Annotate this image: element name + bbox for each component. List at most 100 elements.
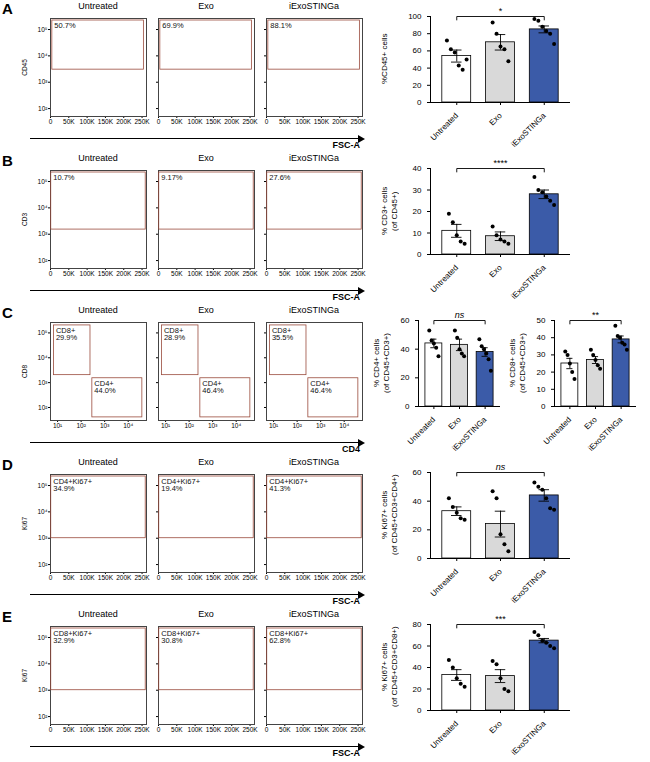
svg-text:150K: 150K <box>314 270 330 277</box>
svg-text:ns: ns <box>496 462 506 472</box>
svg-text:***: *** <box>495 614 506 624</box>
svg-text:0: 0 <box>265 726 269 733</box>
svg-text:100K: 100K <box>296 118 312 125</box>
svg-text:Untreated: Untreated <box>429 263 460 294</box>
svg-text:150K: 150K <box>206 574 222 581</box>
svg-text:CD8: CD8 <box>21 365 28 378</box>
svg-text:100K: 100K <box>188 726 204 733</box>
svg-text:10²: 10² <box>292 422 302 429</box>
svg-text:10¹: 10¹ <box>53 422 63 429</box>
svg-text:80: 80 <box>413 29 422 38</box>
svg-text:50: 50 <box>537 316 546 325</box>
svg-text:CD45: CD45 <box>21 59 28 76</box>
svg-text:Ki67: Ki67 <box>21 669 28 682</box>
svg-text:CD4+Ki67+19.4%: CD4+Ki67+19.4% <box>161 477 200 494</box>
svg-text:CD4+Ki67+41.3%: CD4+Ki67+41.3% <box>269 477 308 494</box>
svg-text:200K: 200K <box>224 726 240 733</box>
svg-text:10⁵: 10⁵ <box>38 329 48 336</box>
svg-text:30: 30 <box>537 350 546 359</box>
svg-text:10⁴: 10⁴ <box>37 354 47 361</box>
svg-text:10³: 10³ <box>316 422 326 429</box>
svg-text:0: 0 <box>157 726 161 733</box>
svg-text:0: 0 <box>157 574 161 581</box>
svg-text:Exo: Exo <box>488 263 505 280</box>
svg-text:150K: 150K <box>314 574 330 581</box>
svg-text:0: 0 <box>541 402 546 411</box>
svg-text:150K: 150K <box>314 118 330 125</box>
svg-text:50K: 50K <box>279 118 291 125</box>
svg-text:250K: 250K <box>350 726 366 733</box>
svg-text:50K: 50K <box>63 726 75 733</box>
svg-text:0: 0 <box>417 250 422 259</box>
svg-text:**: ** <box>592 310 600 320</box>
svg-text:60: 60 <box>401 316 410 325</box>
svg-text:CD3: CD3 <box>21 213 28 226</box>
svg-text:40: 40 <box>537 333 546 342</box>
svg-text:150K: 150K <box>206 726 222 733</box>
svg-text:50K: 50K <box>279 726 291 733</box>
svg-text:CD4+46.4%: CD4+46.4% <box>310 379 332 396</box>
svg-text:40: 40 <box>413 663 422 672</box>
svg-text:50K: 50K <box>171 574 183 581</box>
svg-text:69.9%: 69.9% <box>162 21 184 30</box>
svg-text:10¹: 10¹ <box>269 422 279 429</box>
svg-text:iExoSTINGa: iExoSTINGa <box>510 263 548 300</box>
svg-text:100K: 100K <box>80 270 96 277</box>
svg-text:200K: 200K <box>116 270 132 277</box>
svg-text:150K: 150K <box>98 574 114 581</box>
svg-text:10⁵: 10⁵ <box>38 482 48 489</box>
svg-text:Exo: Exo <box>488 719 505 736</box>
svg-text:CD4+46.4%: CD4+46.4% <box>202 379 224 396</box>
svg-text:10²: 10² <box>38 404 48 411</box>
svg-text:Untreated: Untreated <box>429 719 460 750</box>
svg-text:0: 0 <box>417 706 422 715</box>
svg-text:60: 60 <box>413 468 422 477</box>
svg-text:50K: 50K <box>63 574 75 581</box>
svg-text:0: 0 <box>157 118 161 125</box>
svg-text:CD8+29.9%: CD8+29.9% <box>56 326 78 343</box>
svg-text:50K: 50K <box>171 118 183 125</box>
svg-text:*: * <box>499 6 503 16</box>
svg-text:ns: ns <box>455 310 465 320</box>
svg-text:10.7%: 10.7% <box>53 173 75 182</box>
svg-text:20: 20 <box>401 373 410 382</box>
svg-text:250K: 250K <box>242 726 258 733</box>
svg-text:88.1%: 88.1% <box>270 21 292 30</box>
svg-text:Untreated: Untreated <box>406 415 437 446</box>
svg-text:10⁴: 10⁴ <box>37 52 47 59</box>
svg-text:0: 0 <box>157 270 161 277</box>
svg-text:10²: 10² <box>38 257 48 264</box>
svg-text:0: 0 <box>265 574 269 581</box>
svg-text:10⁴: 10⁴ <box>37 508 47 515</box>
svg-text:10³: 10³ <box>100 422 110 429</box>
svg-text:10⁴: 10⁴ <box>231 422 241 429</box>
svg-text:40: 40 <box>401 345 410 354</box>
svg-text:100K: 100K <box>80 574 96 581</box>
svg-text:80: 80 <box>413 620 422 629</box>
svg-text:50K: 50K <box>279 574 291 581</box>
svg-text:50K: 50K <box>171 726 183 733</box>
svg-text:100K: 100K <box>188 118 204 125</box>
svg-text:200K: 200K <box>116 726 132 733</box>
svg-text:iExoSTINGa: iExoSTINGa <box>451 415 489 452</box>
svg-text:60: 60 <box>413 46 422 55</box>
svg-text:10⁵: 10⁵ <box>38 634 48 641</box>
svg-text:10²: 10² <box>38 713 48 720</box>
svg-text:10⁴: 10⁴ <box>339 422 349 429</box>
svg-text:Exo: Exo <box>583 415 600 432</box>
svg-text:50K: 50K <box>279 270 291 277</box>
svg-text:iExoSTINGa: iExoSTINGa <box>587 415 625 452</box>
svg-text:iExoSTINGa: iExoSTINGa <box>510 567 548 604</box>
svg-text:250K: 250K <box>350 118 366 125</box>
svg-text:150K: 150K <box>98 270 114 277</box>
svg-text:150K: 150K <box>314 726 330 733</box>
svg-text:60: 60 <box>413 642 422 651</box>
svg-text:100K: 100K <box>296 270 312 277</box>
svg-text:250K: 250K <box>350 270 366 277</box>
svg-text:Untreated: Untreated <box>429 111 460 142</box>
svg-text:CD4+Ki67+34.9%: CD4+Ki67+34.9% <box>53 477 92 494</box>
svg-text:20: 20 <box>413 207 422 216</box>
svg-text:250K: 250K <box>242 270 258 277</box>
svg-text:50K: 50K <box>63 270 75 277</box>
svg-text:100K: 100K <box>296 574 312 581</box>
